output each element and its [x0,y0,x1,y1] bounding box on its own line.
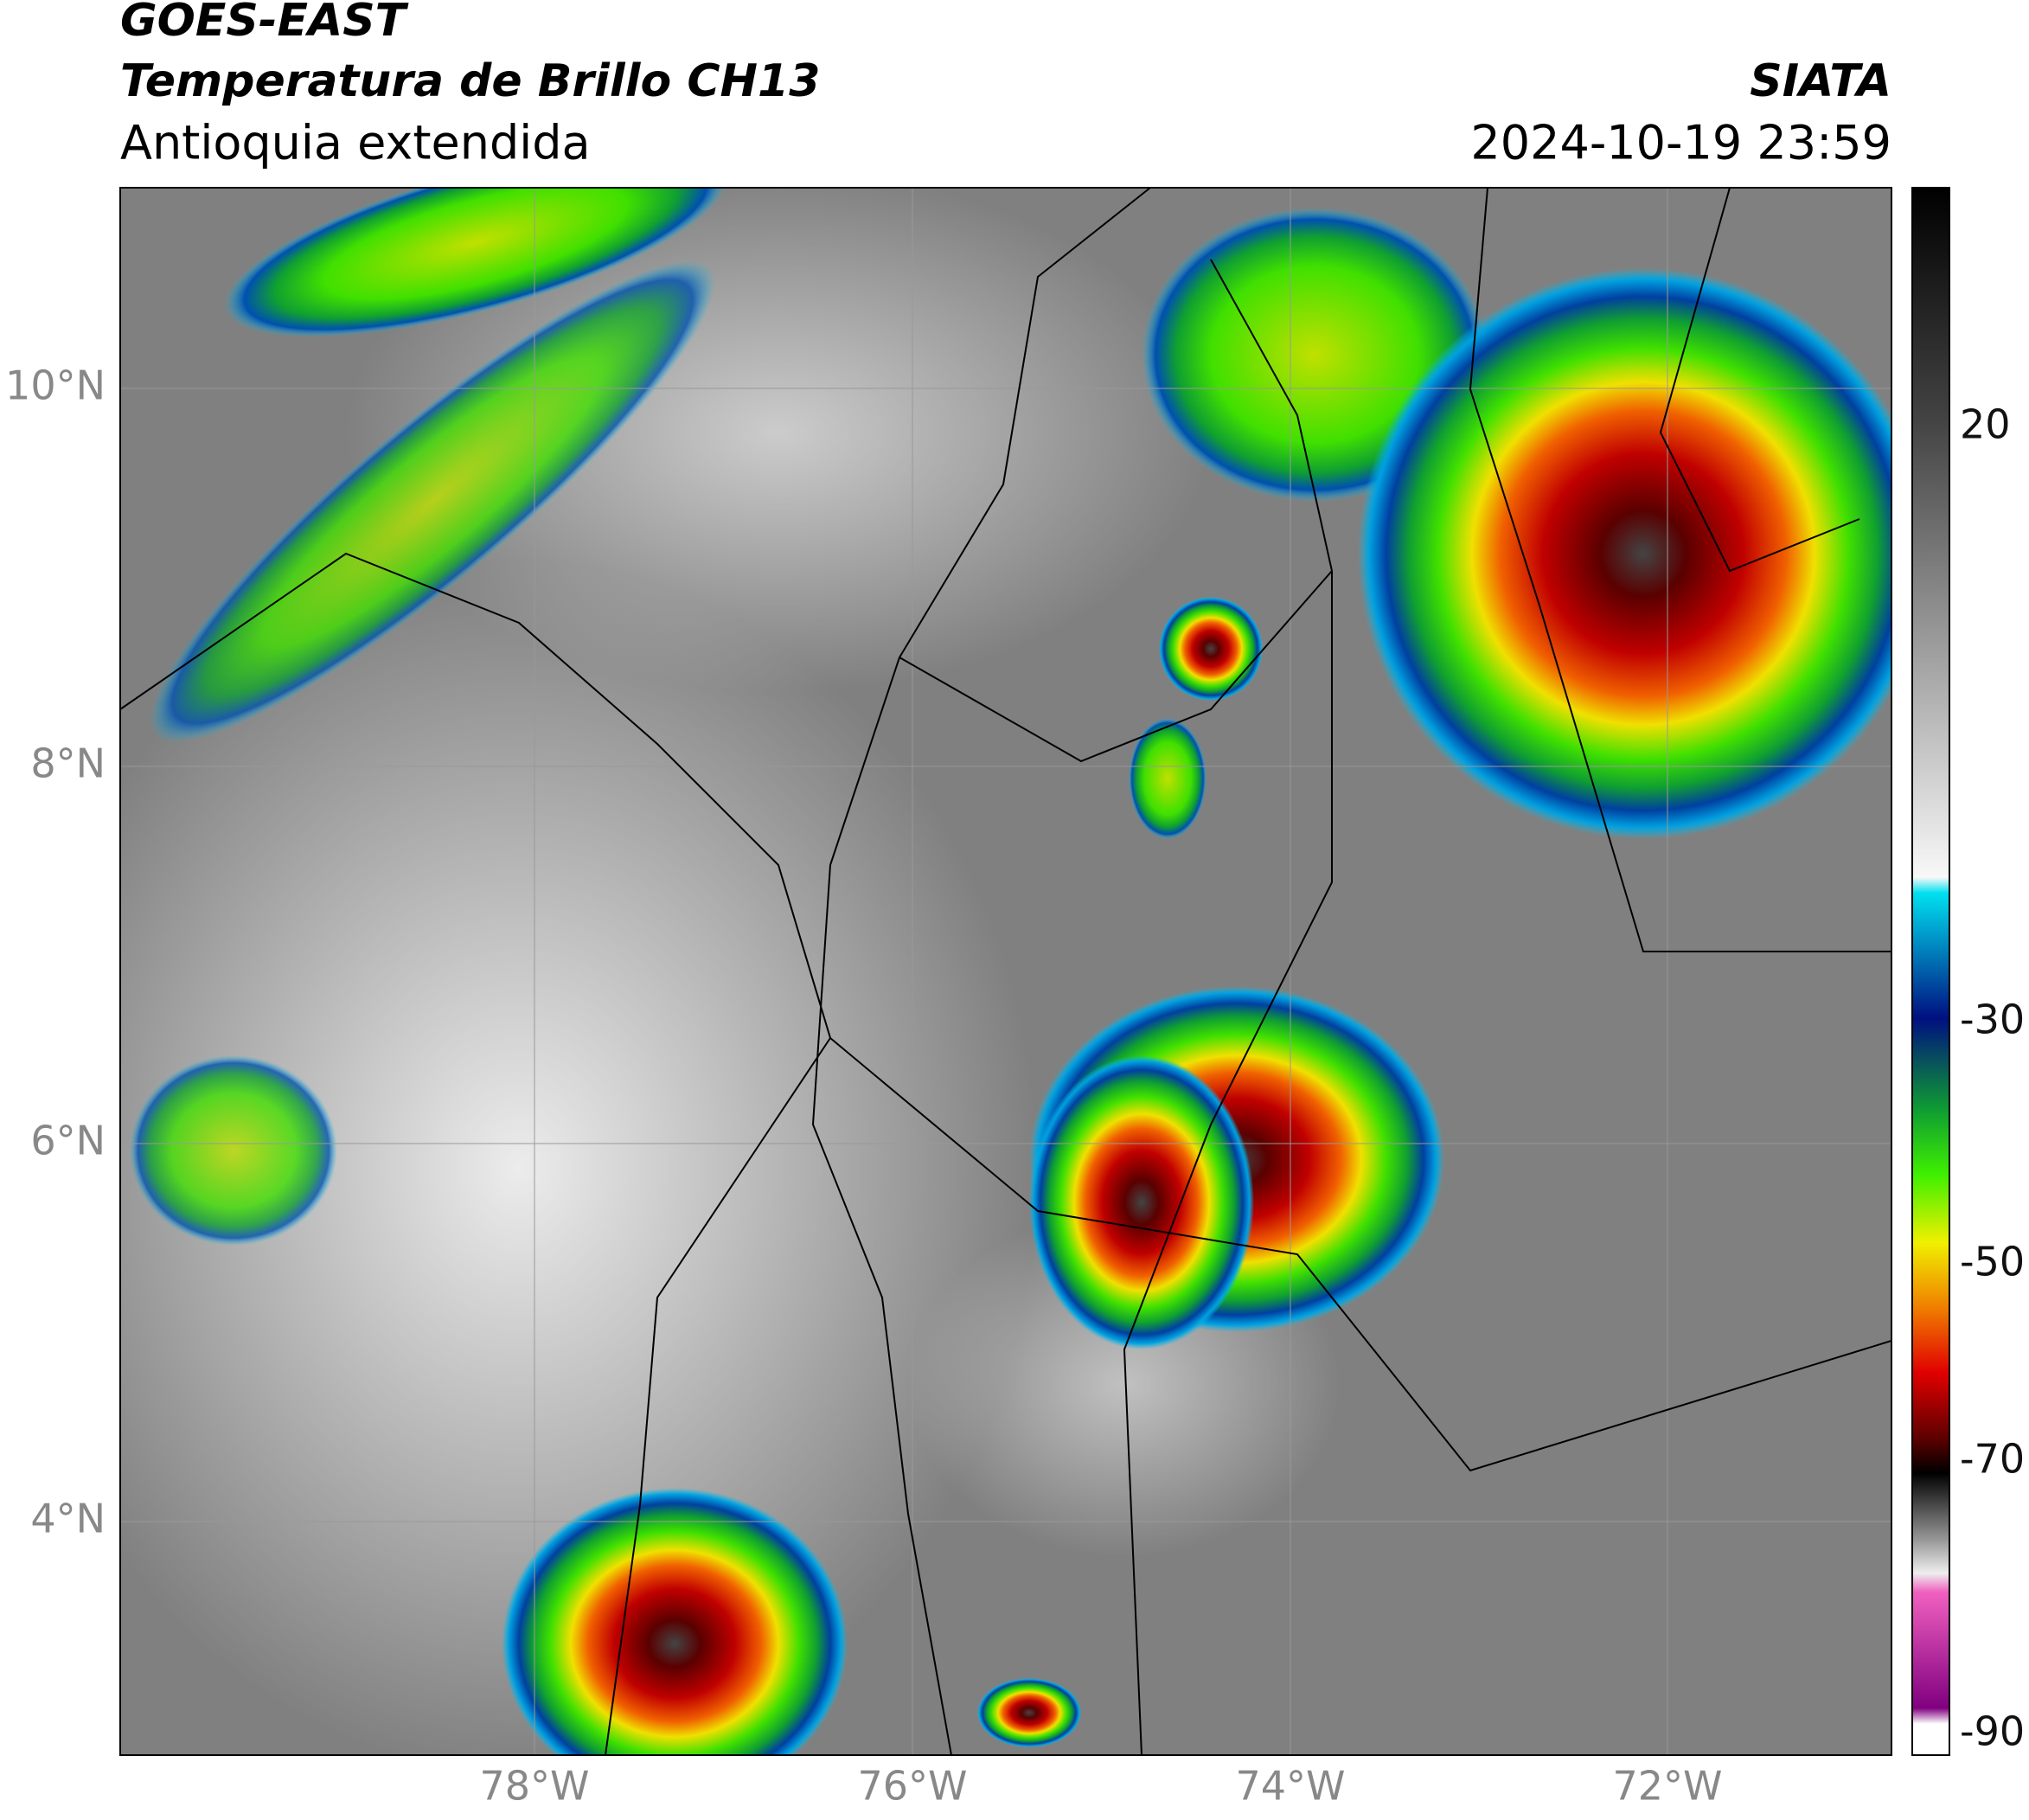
colorbar-tick-label: -30 [1960,997,2025,1043]
lat-label: 10°N [5,362,106,409]
storm [502,1488,848,1755]
storm [1159,597,1263,701]
border [811,188,1151,1755]
colorbar-ticks: 20 -30 -50 -70 -90 [1960,401,2025,1755]
region: Antioquia extendida [120,116,591,170]
cloud-band [130,1055,337,1246]
border [899,259,1334,763]
coastline [120,552,832,1755]
lon-label: 72°W [1612,1763,1722,1810]
cloud-area [120,562,1038,1755]
borders [120,188,1891,1755]
title: GOES-EAST [120,0,409,47]
storm [1129,718,1207,839]
border [829,1037,1891,1472]
source: SIATA [1750,55,1891,107]
colorbar-tick-label: -50 [1960,1239,2025,1285]
lon-label: 78°W [479,1763,589,1810]
storm [1029,1055,1254,1349]
graticule [120,188,1891,1755]
subtitle: Temperatura de Brillo CH13 [120,55,820,107]
lat-label: 4°N [30,1496,106,1542]
lon-label: 74°W [1235,1763,1345,1810]
lat-label: 8°N [30,740,106,787]
colorbar-tick-label: 20 [1960,401,2011,448]
cloud-band [150,260,715,743]
datetime: 2024-10-19 23:59 [1470,116,1891,170]
lon-label: 76°W [857,1763,967,1810]
storm [1358,268,1891,839]
border [1469,188,1891,952]
storm [977,1678,1081,1747]
colorbar [1911,187,1950,1756]
colorbar-tick-label: -70 [1960,1436,2025,1483]
colorbar-tick-label: -90 [1960,1708,2025,1755]
map-frame [119,187,1892,1756]
border [1659,188,1860,573]
lat-label: 6°N [30,1118,106,1164]
map [120,188,1891,1755]
cloud-band [224,188,727,337]
border [1123,571,1333,1755]
